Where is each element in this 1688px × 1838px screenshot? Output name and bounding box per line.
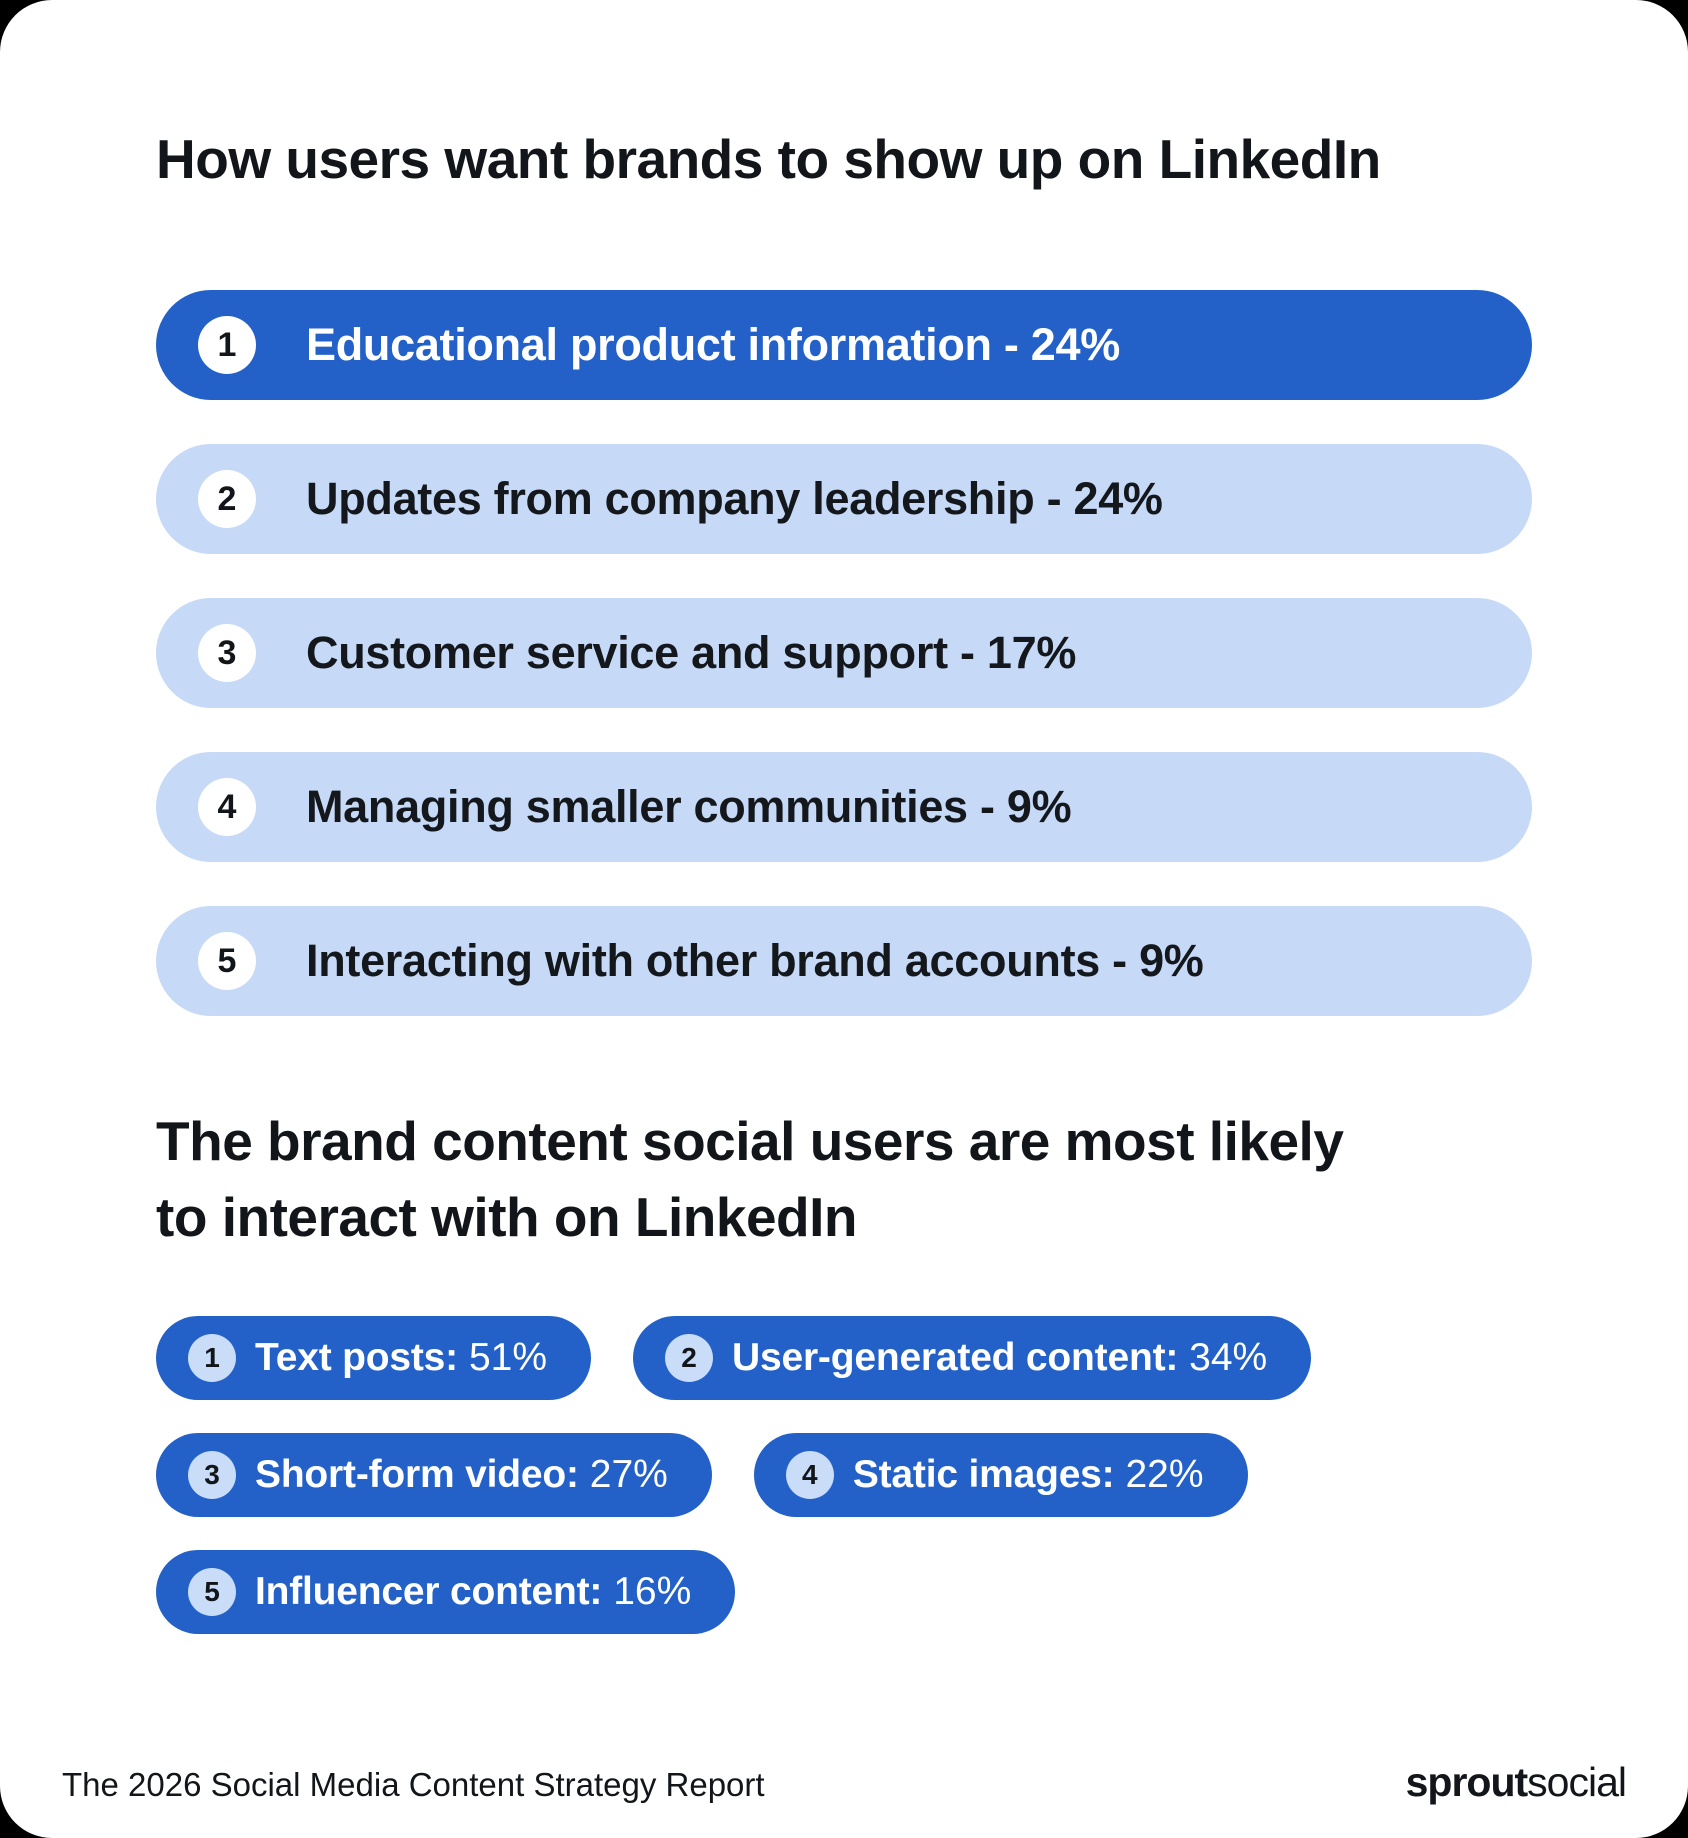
rank-pill-2-text: Updates from company leadership - 24% xyxy=(306,473,1163,524)
content-badge-3: 3 xyxy=(188,1450,236,1499)
section2-title: The brand content social users are most … xyxy=(156,1104,1532,1256)
small-pill-row-3: 5 Influencer content: 16% xyxy=(156,1549,1532,1634)
content-pill-3-label: Short-form video: xyxy=(255,1452,579,1496)
rank-pill-4: 4 Managing smaller communities - 9% xyxy=(156,752,1532,862)
section2-title-line1: The brand content social users are most … xyxy=(156,1110,1344,1172)
rank-pill-1: 1 Educational product information - 24% xyxy=(156,290,1532,400)
content-pill-5-value: 16% xyxy=(613,1569,692,1613)
content-pill-1-label: Text posts: xyxy=(255,1335,458,1379)
content-pill-5: 5 Influencer content: 16% xyxy=(156,1549,736,1634)
content-pill-1-value: 51% xyxy=(468,1335,547,1379)
rank-pill-3-text: Customer service and support - 17% xyxy=(306,627,1077,678)
section1-pill-list: 1 Educational product information - 24% … xyxy=(156,290,1532,1016)
report-title: The 2026 Social Media Content Strategy R… xyxy=(62,1766,765,1803)
content-pill-4-label: Static images: xyxy=(852,1452,1115,1496)
rank-badge-1: 1 xyxy=(198,316,256,374)
content-pill-2-label: User-generated content: xyxy=(732,1335,1179,1379)
rank-pill-3: 3 Customer service and support - 17% xyxy=(156,598,1532,708)
rank-pill-2: 2 Updates from company leadership - 24% xyxy=(156,444,1532,554)
content-pill-2-value: 34% xyxy=(1189,1335,1268,1379)
small-pill-row-1: 1 Text posts: 51% 2 User-generated conte… xyxy=(156,1315,1532,1400)
content-badge-4: 4 xyxy=(785,1450,834,1499)
content-pill-3-value: 27% xyxy=(589,1452,668,1496)
rank-pill-4-text: Managing smaller communities - 9% xyxy=(306,781,1072,832)
content-pill-4: 4 Static images: 22% xyxy=(753,1432,1248,1517)
logo-sprout: sprout xyxy=(1405,1759,1529,1805)
content-pill-3: 3 Short-form video: 27% xyxy=(156,1432,712,1517)
section2-pill-list: 1 Text posts: 51% 2 User-generated conte… xyxy=(156,1315,1532,1634)
small-pill-row-2: 3 Short-form video: 27% 4 Static images:… xyxy=(156,1432,1532,1517)
content-pill-5-label: Influencer content: xyxy=(255,1569,603,1613)
rank-pill-5-text: Interacting with other brand accounts - … xyxy=(306,935,1204,986)
rank-badge-4: 4 xyxy=(198,778,256,836)
content-pill-4-value: 22% xyxy=(1125,1452,1204,1496)
rank-badge-2: 2 xyxy=(198,470,256,528)
section2-title-line2: to interact with on LinkedIn xyxy=(156,1185,858,1248)
rank-pill-5: 5 Interacting with other brand accounts … xyxy=(156,906,1532,1016)
section1-title: How users want brands to show up on Link… xyxy=(156,128,1381,190)
logo-social: social xyxy=(1527,1759,1627,1805)
content-pill-1: 1 Text posts: 51% xyxy=(156,1315,591,1400)
rank-badge-5: 5 xyxy=(198,932,256,990)
content-badge-1: 1 xyxy=(188,1333,236,1382)
sproutsocial-logo: sproutsocial xyxy=(1405,1759,1627,1806)
rank-badge-3: 3 xyxy=(198,624,256,682)
content-badge-2: 2 xyxy=(665,1333,713,1382)
rank-pill-1-text: Educational product information - 24% xyxy=(306,319,1120,370)
content-pill-2: 2 User-generated content: 34% xyxy=(633,1315,1312,1400)
content-area: How users want brands to show up on Link… xyxy=(156,128,1532,1634)
content-badge-5: 5 xyxy=(188,1567,236,1616)
footer: The 2026 Social Media Content Strategy R… xyxy=(62,1759,1627,1806)
